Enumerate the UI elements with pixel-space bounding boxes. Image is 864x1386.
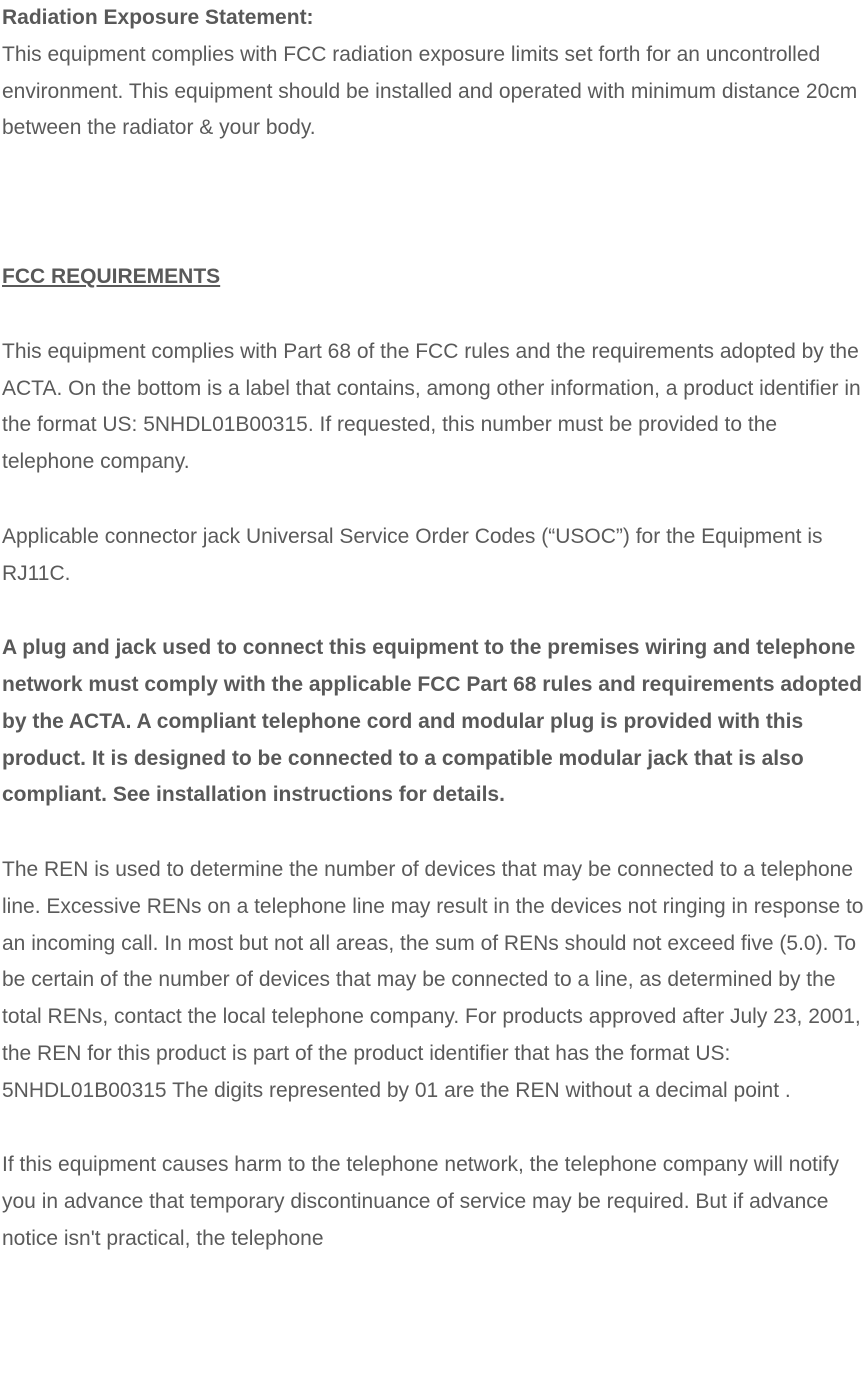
- fcc-paragraph-4: The REN is used to determine the number …: [2, 852, 864, 1109]
- paragraph-spacer: [2, 592, 864, 630]
- section-spacer: [2, 147, 864, 259]
- paragraph-spacer: [2, 296, 864, 334]
- paragraph-spacer: [2, 1109, 864, 1147]
- fcc-paragraph-3-bold: A plug and jack used to connect this equ…: [2, 630, 864, 814]
- paragraph-spacer: [2, 814, 864, 852]
- fcc-requirements-heading: FCC REQUIREMENTS: [2, 259, 864, 296]
- radiation-exposure-heading: Radiation Exposure Statement:: [2, 0, 864, 37]
- paragraph-spacer: [2, 481, 864, 519]
- fcc-paragraph-5: If this equipment causes harm to the tel…: [2, 1147, 864, 1257]
- radiation-exposure-body: This equipment complies with FCC radiati…: [2, 37, 864, 147]
- fcc-paragraph-2: Applicable connector jack Universal Serv…: [2, 519, 864, 593]
- fcc-paragraph-1: This equipment complies with Part 68 of …: [2, 334, 864, 481]
